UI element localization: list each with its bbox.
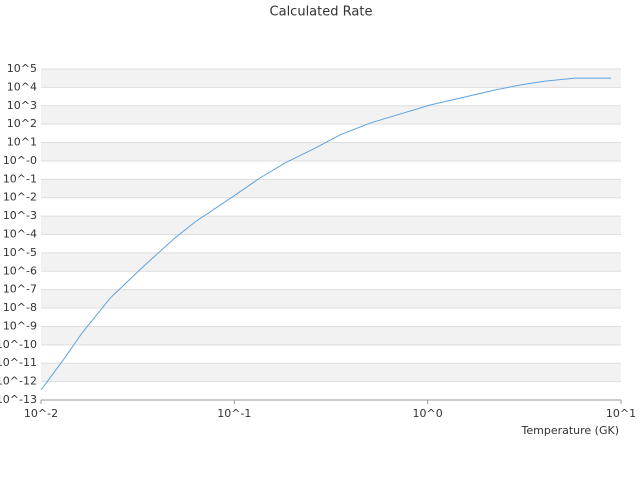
y-tick-label: 10^-2 bbox=[3, 191, 37, 204]
y-tick-label: 10^-0 bbox=[3, 154, 37, 167]
y-tick-label: 10^-12 bbox=[0, 375, 37, 388]
grid-band bbox=[41, 289, 621, 309]
y-tick-label: 10^-1 bbox=[3, 172, 37, 185]
y-tick-label: 10^-3 bbox=[3, 209, 37, 222]
y-tick-label: 10^3 bbox=[7, 99, 37, 112]
grid-band bbox=[41, 179, 621, 198]
grid-band bbox=[41, 216, 621, 235]
x-tick-label: 10^-2 bbox=[24, 407, 58, 420]
y-tick-label: 10^-4 bbox=[3, 228, 37, 241]
x-tick-label: 10^1 bbox=[606, 407, 636, 420]
y-tick-label: 10^-5 bbox=[3, 246, 37, 259]
y-tick-label: 10^4 bbox=[7, 80, 37, 93]
grid-band bbox=[41, 252, 621, 272]
grid-band bbox=[41, 363, 621, 382]
grid-band bbox=[41, 142, 621, 161]
y-tick-label: 10^-10 bbox=[0, 338, 37, 351]
y-tick-label: 10^-11 bbox=[0, 356, 37, 369]
x-axis-label: Temperature (GK) bbox=[521, 424, 620, 437]
y-tick-label: 10^-9 bbox=[3, 319, 37, 332]
grid-band bbox=[41, 105, 621, 125]
y-tick-label: 10^1 bbox=[7, 136, 37, 149]
y-tick-label: 10^-8 bbox=[3, 301, 37, 314]
grid-band bbox=[41, 326, 621, 345]
chart-title: Calculated Rate bbox=[270, 5, 373, 20]
y-tick-label: 10^-13 bbox=[0, 393, 37, 406]
x-tick-label: 10^0 bbox=[413, 407, 443, 420]
y-tick-label: 10^-6 bbox=[3, 264, 37, 277]
data-line bbox=[40, 77, 612, 391]
grid-band bbox=[41, 69, 621, 88]
y-tick-label: 10^5 bbox=[7, 62, 37, 75]
y-tick-label: 10^-7 bbox=[3, 283, 37, 296]
x-tick-label: 10^-1 bbox=[217, 407, 251, 420]
y-tick-label: 10^2 bbox=[7, 117, 37, 130]
